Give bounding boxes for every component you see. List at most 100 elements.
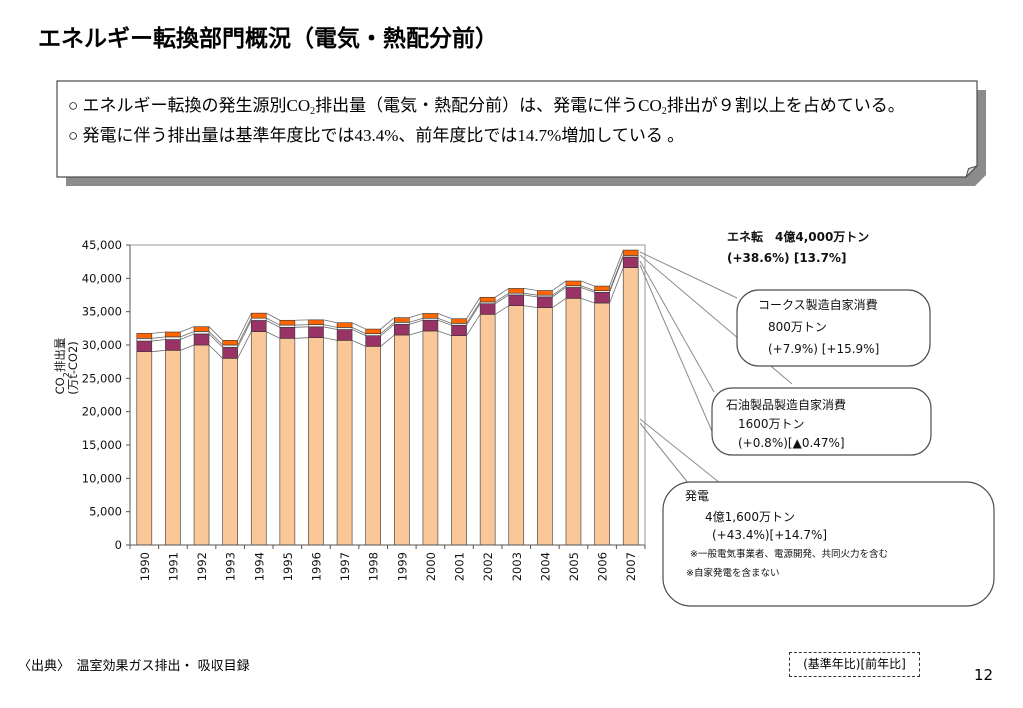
bar-segment-series-1 xyxy=(308,337,324,546)
series-line xyxy=(180,344,195,351)
series-line xyxy=(180,331,195,338)
oil-change: (+0.8%)[▲0.47%] xyxy=(738,436,845,450)
callout-oil-box xyxy=(711,387,932,456)
series-line xyxy=(609,267,624,304)
leader-line xyxy=(639,418,721,484)
series-line xyxy=(237,312,252,341)
bar-segment-series-4 xyxy=(622,249,639,256)
bar-segment-series-2 xyxy=(193,333,210,346)
series-line xyxy=(609,256,624,293)
y-tick-label: 20,000 xyxy=(82,405,122,419)
y-axis-title-suffix: 排出量 xyxy=(53,338,67,373)
bar-segment-series-4 xyxy=(250,312,267,319)
series-line xyxy=(380,322,395,334)
bar-segment-series-4 xyxy=(594,285,610,291)
bar-segment-series-2 xyxy=(508,294,525,306)
series-line xyxy=(523,292,538,296)
bar-segment-series-4 xyxy=(193,326,210,332)
bar-segment-series-1 xyxy=(365,346,381,546)
series-line xyxy=(580,285,595,292)
x-tick-label: 1996 xyxy=(309,552,323,581)
bar-segment-series-2 xyxy=(136,340,153,352)
bar-segment-series-1 xyxy=(193,344,210,546)
x-tick-label: 2004 xyxy=(538,552,552,581)
series-line xyxy=(609,255,624,291)
bar-segment-series-2 xyxy=(165,339,181,351)
summary-line-1: ○ エネルギー転換の発生源別CO2排出量（電気・熱配分前）は、発電に伴うCO2排… xyxy=(68,91,973,121)
bar-segment-series-1 xyxy=(479,314,496,546)
bar-segment-series-2 xyxy=(394,324,410,336)
series-line xyxy=(437,330,452,337)
series-line xyxy=(409,317,424,323)
summary-line-1-part: ○ エネルギー転換の発生源別CO xyxy=(68,96,311,115)
bar-segment-series-4 xyxy=(422,313,439,319)
y-tick-label: 10,000 xyxy=(82,471,122,485)
summary-box-fold xyxy=(965,165,978,178)
bar-segment-series-1 xyxy=(422,330,439,546)
callout-power: 発電 4億1,600万トン (+43.4%)[+14.7%] ※一般電気事業者、… xyxy=(662,481,995,607)
series-line xyxy=(266,320,281,328)
x-tick-label: 1990 xyxy=(138,552,152,581)
series-line xyxy=(237,317,252,346)
power-amount: 4億1,600万トン xyxy=(705,510,795,524)
bar-segment-series-2 xyxy=(565,287,582,299)
x-tick-label: 2001 xyxy=(453,552,467,581)
series-line xyxy=(580,280,595,287)
series-line xyxy=(323,319,338,324)
bar-segment-series-1 xyxy=(565,298,582,546)
power-change: (+43.4%)[+14.7%] xyxy=(712,528,827,542)
series-line xyxy=(208,326,223,341)
power-note-1: ※一般電気事業者、電源開発、共同火力を含む xyxy=(690,548,888,560)
bar-segment-series-4 xyxy=(479,296,496,303)
page-number: 12 xyxy=(974,666,994,684)
coke-change: (+7.9%) [+15.9%] xyxy=(768,342,879,356)
bar-segment-series-1 xyxy=(279,338,296,546)
callout-power-box xyxy=(662,481,995,607)
series-line xyxy=(237,331,252,359)
bar-segment-series-1 xyxy=(250,331,267,546)
series-line xyxy=(237,320,252,348)
bar-segment-series-4 xyxy=(451,318,467,324)
y-axis-title: CO2排出量 xyxy=(53,338,71,395)
series-line xyxy=(266,312,281,321)
x-tick-label: 1992 xyxy=(195,552,209,581)
x-tick-label: 2007 xyxy=(624,552,638,581)
bar-segment-series-4 xyxy=(537,290,553,296)
oil-amount: 1600万トン xyxy=(738,417,805,431)
bar-segment-series-2 xyxy=(537,296,553,308)
bar-segment-series-4 xyxy=(308,319,324,325)
series-line xyxy=(380,324,395,336)
x-tick-label: 2000 xyxy=(424,552,438,581)
callout-total: エネ転 4億4,000万トン (+38.6%) [13.7%] xyxy=(727,229,869,265)
bar-segment-series-4 xyxy=(394,317,410,323)
bar-segment-series-4 xyxy=(279,319,296,326)
bar-segment-series-3 xyxy=(336,327,353,330)
chart: 0 5,000 10,000 15,000 20,000 25,000 30,000 35,0… xyxy=(53,238,646,581)
bar-segment-series-2 xyxy=(451,324,467,336)
power-note-2: ※自家発電を含まない xyxy=(686,567,779,579)
series-line xyxy=(466,301,481,324)
total-label: エネ転 4億4,000万トン xyxy=(727,229,869,244)
series-line xyxy=(580,287,595,293)
bar-segment-series-1 xyxy=(622,267,639,546)
series-line xyxy=(380,317,395,330)
y-tick-label: 35,000 xyxy=(82,305,122,319)
callout-leader-lines xyxy=(639,251,793,490)
source-citation: 〈出典〉 温室効果ガス排出・ 吸収目録 xyxy=(18,659,250,674)
series-line xyxy=(351,339,366,347)
summary-text: ○ エネルギー転換の発生源別CO2排出量（電気・熱配分前）は、発電に伴うCO2排… xyxy=(68,91,973,151)
power-series-name: 発電 xyxy=(685,489,709,503)
bar-segment-series-1 xyxy=(394,334,410,546)
series-line xyxy=(494,294,509,305)
bar-segment-series-2 xyxy=(336,329,353,341)
bar-segment-series-4 xyxy=(508,288,525,294)
series-line xyxy=(466,303,481,326)
series-line xyxy=(294,337,309,339)
bar-segment-series-4 xyxy=(136,333,153,339)
series-line xyxy=(409,330,424,336)
series-line xyxy=(409,313,424,319)
series-line xyxy=(552,287,567,298)
bar-segment-series-1 xyxy=(594,302,610,546)
y-axis-ticks: 0 5,000 10,000 15,000 20,000 25,000 30,000 35,0… xyxy=(82,238,130,552)
